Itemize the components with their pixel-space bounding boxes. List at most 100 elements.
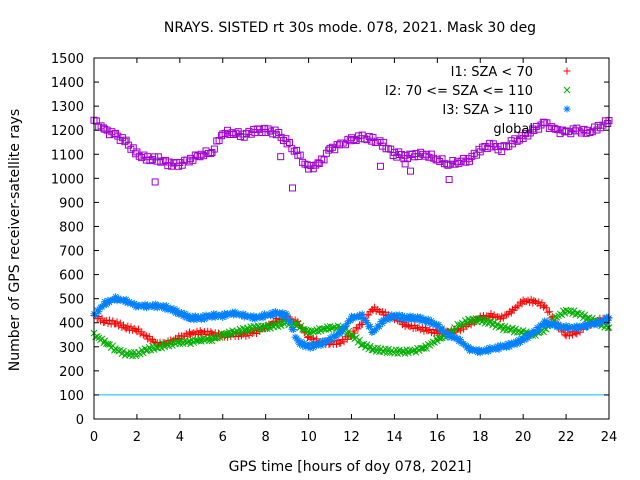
data-point [92, 312, 100, 320]
data-point [242, 332, 250, 340]
data-point [404, 155, 412, 163]
data-point [438, 324, 446, 332]
data-point [271, 126, 279, 134]
data-point [280, 313, 288, 321]
data-point [427, 317, 435, 325]
data-point [454, 334, 462, 342]
data-point [403, 313, 411, 321]
data-point [383, 316, 391, 324]
data-point [484, 348, 492, 356]
y-tick-label: 1000 [51, 172, 84, 187]
data-point [146, 157, 154, 165]
data-point [277, 322, 285, 330]
data-point [179, 312, 187, 320]
data-point [408, 316, 416, 324]
data-point [493, 342, 501, 350]
legend-marker [563, 86, 571, 94]
data-point [349, 315, 357, 323]
data-point [214, 312, 222, 320]
data-point [390, 312, 398, 320]
data-point [490, 318, 498, 326]
data-point [101, 298, 109, 306]
data-point [187, 315, 195, 323]
data-point [386, 315, 394, 323]
outlier-point [288, 184, 296, 192]
data-point [423, 318, 431, 326]
data-point [379, 319, 387, 327]
data-point [175, 162, 183, 170]
data-point [495, 345, 503, 353]
outlier-point [395, 148, 403, 156]
data-point [191, 312, 199, 320]
data-point [535, 125, 543, 133]
x-tick-label: 24 [601, 430, 618, 445]
data-point [178, 161, 186, 169]
series-2-group [90, 293, 613, 357]
data-point [173, 306, 181, 314]
data-point [331, 333, 339, 341]
data-point [446, 330, 454, 338]
data-point [332, 331, 340, 339]
data-point [299, 342, 307, 350]
data-point [461, 341, 469, 349]
data-point [177, 309, 185, 317]
data-point [487, 310, 495, 318]
data-point [119, 134, 127, 142]
data-point [376, 137, 384, 145]
data-point [341, 141, 349, 149]
data-point [604, 316, 612, 324]
data-point [483, 145, 491, 153]
data-point [512, 325, 520, 333]
plot-layer [90, 116, 613, 396]
data-point [296, 151, 304, 159]
data-point [185, 158, 193, 166]
data-point [219, 130, 227, 138]
data-point [455, 159, 463, 167]
data-point [535, 326, 543, 334]
data-point [369, 133, 377, 141]
x-tick-label: 4 [176, 430, 184, 445]
data-point [409, 312, 417, 320]
data-point [516, 338, 524, 346]
outlier-point [277, 153, 285, 161]
data-point [361, 135, 369, 143]
x-tick-label: 0 [90, 430, 98, 445]
data-point [239, 310, 247, 318]
data-point [190, 329, 198, 337]
data-point [104, 320, 112, 328]
data-point [312, 161, 320, 169]
data-point [306, 344, 314, 352]
x-tick-label: 2 [133, 430, 141, 445]
data-point [200, 152, 208, 160]
data-point [383, 349, 391, 357]
data-point [199, 312, 207, 320]
data-point [440, 328, 448, 336]
data-point [476, 148, 484, 156]
data-point [145, 332, 153, 340]
data-point [515, 336, 523, 344]
x-tick-label: 20 [515, 430, 532, 445]
data-point [542, 304, 550, 312]
data-point [132, 150, 140, 158]
data-point [438, 155, 446, 163]
data-point [424, 315, 432, 323]
data-point [323, 337, 331, 345]
data-point [315, 160, 323, 168]
y-tick-label: 700 [59, 245, 84, 260]
data-point [426, 320, 434, 328]
data-point [277, 312, 285, 320]
data-point [584, 126, 592, 134]
y-tick-label: 400 [59, 317, 84, 332]
data-point [366, 323, 374, 331]
data-point [503, 311, 511, 319]
data-point [297, 338, 305, 346]
data-point [201, 315, 209, 323]
data-point [358, 131, 366, 139]
data-point [363, 341, 371, 349]
data-point [268, 308, 276, 316]
data-point [342, 322, 350, 330]
data-point [165, 158, 173, 166]
data-point [356, 311, 364, 319]
data-point [506, 343, 514, 351]
